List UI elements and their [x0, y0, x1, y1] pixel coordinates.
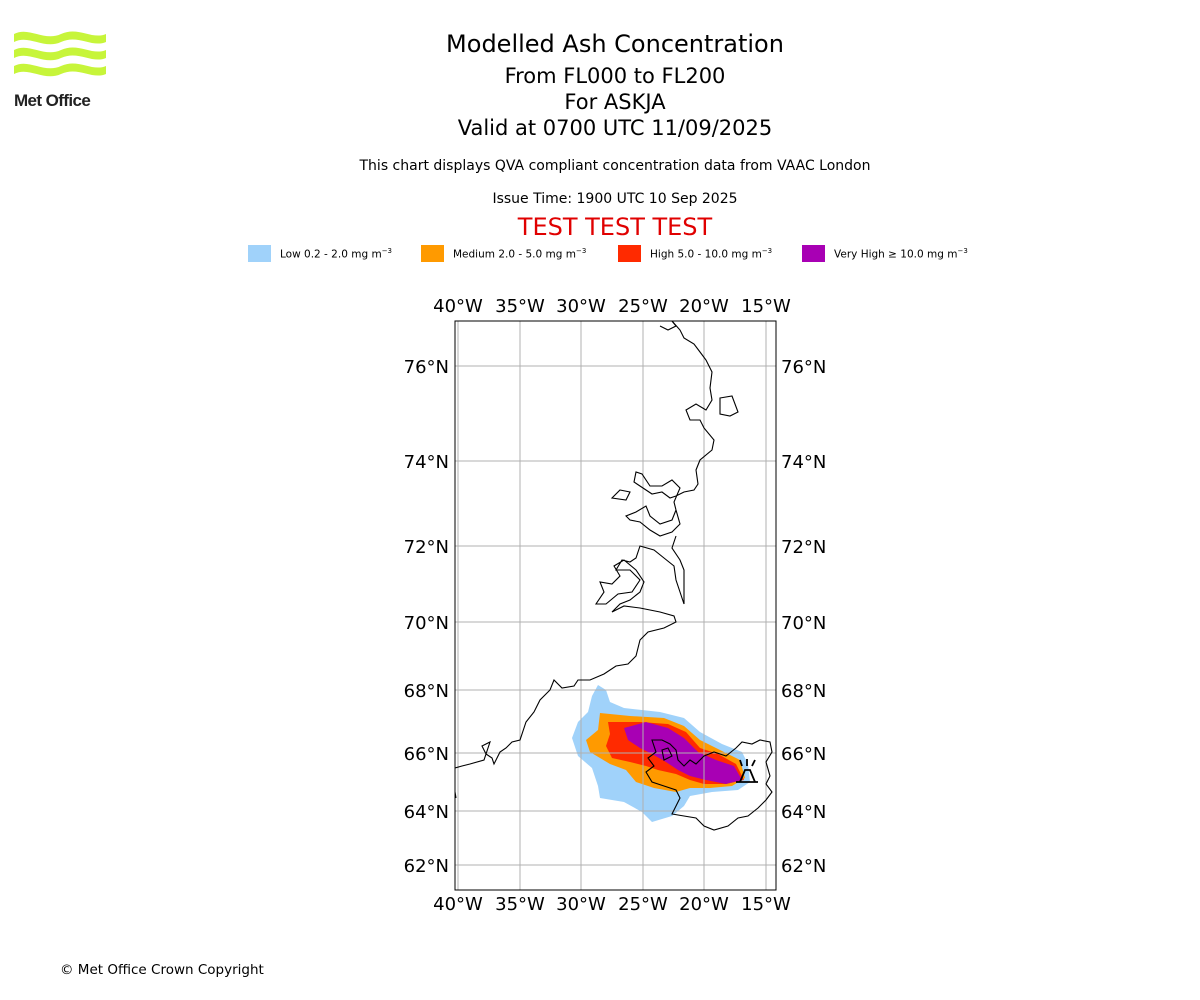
level-range: From FL000 to FL200 — [504, 64, 726, 88]
legend-label-very-high: Very High ≥ 10.0 mg m — [834, 248, 958, 261]
lon-label: 35°W — [495, 296, 545, 317]
lat-label: 70°N — [781, 613, 826, 634]
lat-label: 72°N — [781, 537, 826, 558]
met-office-logo: Met Office — [14, 28, 109, 112]
met-office-wave-icon — [14, 31, 106, 77]
latitude-labels-left: 76°N 74°N 72°N 70°N 68°N 66°N 64°N 62°N — [404, 357, 449, 877]
test-banner: TEST TEST TEST — [517, 213, 713, 241]
lon-label: 20°W — [679, 296, 729, 317]
graticule — [455, 321, 776, 890]
lon-label: 40°W — [433, 894, 483, 915]
legend-swatch-high — [618, 245, 641, 262]
coastlines — [455, 321, 773, 831]
legend-swatch-very-high — [802, 245, 825, 262]
legend-label-high: High 5.0 - 10.0 mg m — [650, 248, 762, 261]
valid-time: Valid at 0700 UTC 11/09/2025 — [457, 116, 773, 140]
lat-label: 74°N — [781, 452, 826, 473]
issue-time: Issue Time: 1900 UTC 10 Sep 2025 — [492, 191, 738, 207]
lat-label: 62°N — [781, 856, 826, 877]
compliance-note: This chart displays QVA compliant concen… — [359, 158, 871, 174]
lon-label: 15°W — [741, 296, 791, 317]
lat-label: 76°N — [781, 357, 826, 378]
lat-label: 62°N — [404, 856, 449, 877]
legend-unit-exponent: −3 — [957, 247, 968, 255]
legend-swatch-low — [248, 245, 271, 262]
lat-label: 70°N — [404, 613, 449, 634]
chart-title: Modelled Ash Concentration — [446, 30, 784, 58]
legend-unit-exponent: −3 — [575, 247, 587, 255]
legend-label-medium: Medium 2.0 - 5.0 mg m — [453, 248, 576, 261]
lat-label: 76°N — [404, 357, 449, 378]
lat-label: 66°N — [404, 744, 449, 765]
longitude-labels-bottom: 40°W 35°W 30°W 25°W 20°W 15°W — [433, 894, 791, 915]
volcano-name: For ASKJA — [564, 90, 666, 114]
lon-label: 40°W — [433, 296, 483, 317]
copyright-notice: © Met Office Crown Copyright — [60, 962, 264, 978]
lat-label: 72°N — [404, 537, 449, 558]
map-frame — [454, 320, 777, 891]
lon-label: 25°W — [618, 894, 668, 915]
lon-label: 35°W — [495, 894, 545, 915]
legend-unit-exponent: −3 — [381, 247, 393, 255]
volcano-symbol — [736, 759, 758, 783]
latitude-labels-right: 76°N 74°N 72°N 70°N 68°N 66°N 64°N 62°N — [781, 357, 826, 877]
lon-label: 30°W — [556, 296, 606, 317]
lon-label: 20°W — [679, 894, 729, 915]
met-office-wordmark: Met Office — [14, 91, 91, 110]
lon-label: 15°W — [741, 894, 791, 915]
lat-label: 68°N — [781, 681, 826, 702]
longitude-labels-top: 40°W 35°W 30°W 25°W 20°W 15°W — [433, 296, 791, 317]
lat-label: 66°N — [781, 744, 826, 765]
legend-unit-exponent: −3 — [761, 247, 773, 255]
lat-label: 64°N — [404, 802, 449, 823]
lon-label: 25°W — [618, 296, 668, 317]
lat-label: 74°N — [404, 452, 449, 473]
legend-label-low: Low 0.2 - 2.0 mg m — [280, 248, 382, 261]
legend-swatch-medium — [421, 245, 444, 262]
lat-label: 64°N — [781, 802, 826, 823]
lat-label: 68°N — [404, 681, 449, 702]
lon-label: 30°W — [556, 894, 606, 915]
